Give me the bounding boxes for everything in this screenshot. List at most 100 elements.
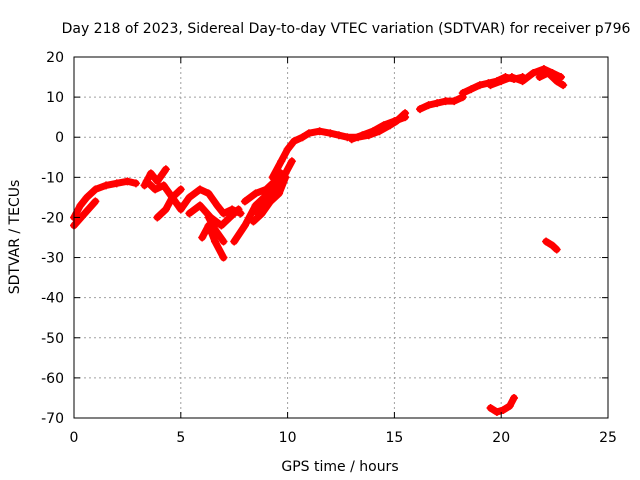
y-tick-label: 10 <box>46 90 64 106</box>
data-point-marker <box>290 137 299 146</box>
data-point-marker <box>123 177 132 186</box>
data-point-marker <box>475 81 484 90</box>
data-point-marker <box>251 189 260 198</box>
data-point-marker <box>304 129 313 138</box>
data-point-marker <box>219 237 228 246</box>
data-point-marker <box>230 237 239 246</box>
data-point-marker <box>507 73 516 82</box>
data-point-marker <box>369 127 378 136</box>
y-tick-label: -50 <box>41 331 64 347</box>
data-point-marker <box>492 407 501 416</box>
data-point-marker <box>433 99 442 108</box>
data-point-marker <box>161 205 170 214</box>
data-point-marker <box>334 131 343 140</box>
x-axis-label: GPS time / hours <box>281 459 398 475</box>
series-track-5 <box>153 185 185 221</box>
data-point-marker <box>287 157 296 166</box>
data-point-marker <box>112 179 121 188</box>
data-point-marker <box>159 181 168 190</box>
data-point-marker <box>146 169 155 178</box>
y-axis-label: SDTVAR / TECUs <box>7 180 23 295</box>
data-point-marker <box>450 97 459 106</box>
series-track-18 <box>536 69 567 89</box>
data-point-marker <box>467 85 476 94</box>
data-point-marker <box>277 157 286 166</box>
data-point-marker <box>347 135 356 144</box>
data-point-marker <box>548 241 557 250</box>
data-point-marker <box>281 169 290 178</box>
data-point-marker <box>424 101 433 110</box>
data-point-marker <box>416 105 425 114</box>
data-point-marker <box>225 213 234 222</box>
data-point-marker <box>213 201 222 210</box>
data-point-marker <box>168 193 177 202</box>
data-point-marker <box>497 77 506 86</box>
x-tick-label: 15 <box>385 430 403 446</box>
data-point-marker <box>142 177 151 186</box>
data-point-marker <box>486 403 495 412</box>
data-point-marker <box>217 221 226 230</box>
data-point-marker <box>275 181 284 190</box>
data-point-marker <box>326 129 335 138</box>
y-tick-label: -70 <box>41 411 64 427</box>
data-point-marker <box>219 209 228 218</box>
y-tick-label: -30 <box>41 251 64 267</box>
data-point-marker <box>240 221 249 230</box>
data-point-marker <box>518 77 527 86</box>
data-point-marker <box>91 185 100 194</box>
data-point-marker <box>441 97 450 106</box>
data-point-marker <box>401 113 410 122</box>
x-tick-label: 25 <box>599 430 617 446</box>
data-point-marker <box>161 165 170 174</box>
x-tick-label: 0 <box>70 430 79 446</box>
x-tick-label: 10 <box>279 430 297 446</box>
data-point-marker <box>268 189 277 198</box>
data-point-marker <box>196 185 205 194</box>
y-tick-label: -40 <box>41 291 64 307</box>
data-point-marker <box>559 81 568 90</box>
data-point-marker <box>185 193 194 202</box>
data-point-marker <box>268 173 277 182</box>
data-point-marker <box>358 131 367 140</box>
data-point-marker <box>204 189 213 198</box>
data-point-marker <box>153 177 162 186</box>
series-track-7 <box>198 222 227 262</box>
data-point-marker <box>249 217 258 226</box>
data-point-marker <box>298 133 307 142</box>
data-point-marker <box>486 81 495 90</box>
data-point-marker <box>535 73 544 82</box>
data-point-marker <box>283 145 292 154</box>
data-point-marker <box>240 197 249 206</box>
data-point-marker <box>185 209 194 218</box>
data-point-marker <box>131 179 140 188</box>
data-point-marker <box>80 209 89 218</box>
data-point-marker <box>204 213 213 222</box>
data-point-marker <box>219 253 228 262</box>
data-point-marker <box>198 233 207 242</box>
data-point-marker <box>251 201 260 210</box>
data-point-marker <box>544 69 553 78</box>
series-track-12 <box>254 157 296 217</box>
data-point-marker <box>151 185 160 194</box>
data-point-marker <box>210 225 219 234</box>
data-point-marker <box>315 127 324 136</box>
data-point-marker <box>176 185 185 194</box>
data-point-marker <box>210 237 219 246</box>
data-point-marker <box>76 201 85 210</box>
data-point-marker <box>542 237 551 246</box>
data-point-marker <box>379 121 388 130</box>
data-point-marker <box>529 69 538 78</box>
data-point-marker <box>499 405 508 414</box>
data-point-marker <box>552 77 561 86</box>
data-point-marker <box>102 181 111 190</box>
data-point-marker <box>390 117 399 126</box>
plot-frame <box>73 56 609 419</box>
series-layer <box>70 65 568 416</box>
data-point-marker <box>253 209 262 218</box>
data-point-marker <box>91 197 100 206</box>
data-point-marker <box>262 197 271 206</box>
data-point-marker <box>196 201 205 210</box>
data-point-marker <box>505 401 514 410</box>
